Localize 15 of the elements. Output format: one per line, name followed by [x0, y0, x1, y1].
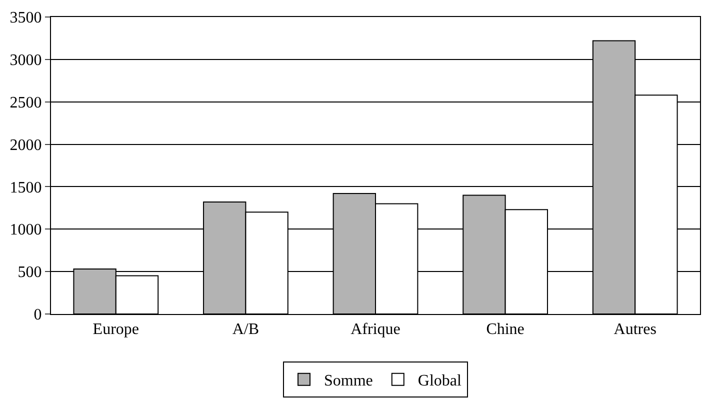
y-tick-label: 500	[18, 264, 42, 282]
x-tick-label: A/B	[232, 321, 260, 338]
x-tick-label: Chine	[486, 321, 524, 338]
y-tick-label: 3000	[10, 52, 42, 70]
y-tick-label: 1000	[10, 222, 42, 239]
y-tick-label: 2500	[10, 94, 42, 112]
legend-label: Global	[418, 372, 462, 390]
y-tick-label: 3500	[10, 10, 42, 27]
x-tick-label: Autres	[614, 321, 656, 338]
y-tick-label: 2000	[10, 136, 42, 154]
legend-label: Somme	[324, 372, 373, 390]
y-tick-label: 0	[34, 306, 42, 324]
x-tick-label: Afrique	[350, 321, 400, 338]
x-tick-label: Europe	[92, 321, 139, 338]
y-tick-label: 1500	[10, 179, 42, 196]
